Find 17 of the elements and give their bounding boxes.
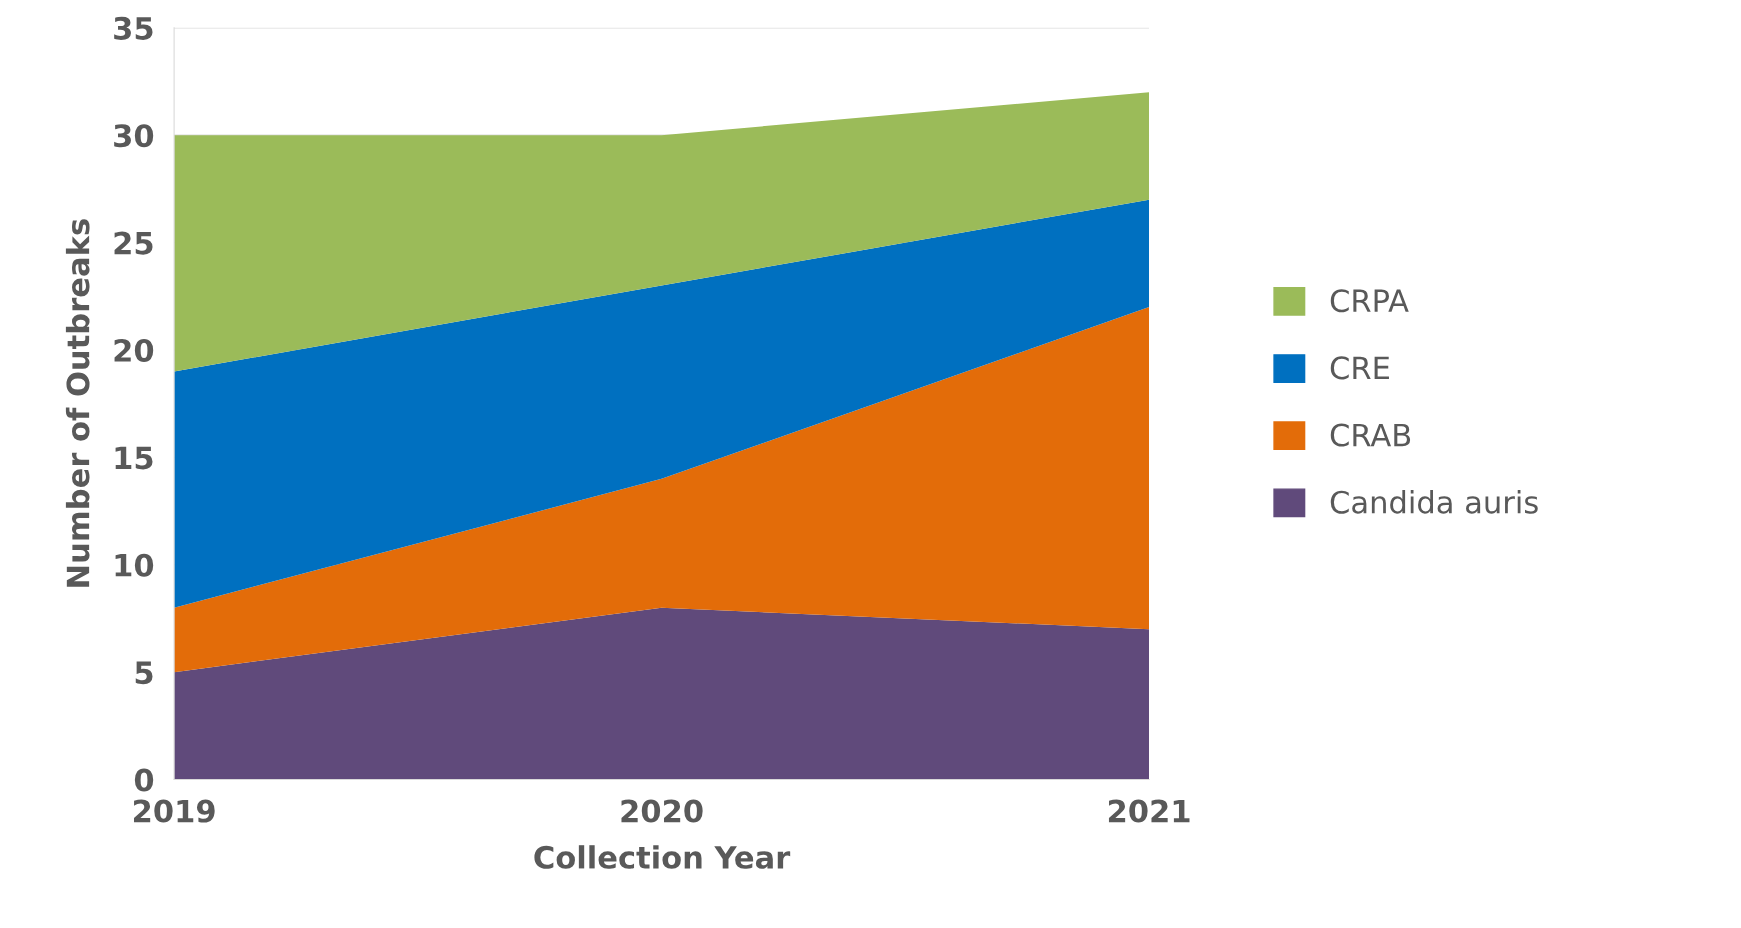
y-tick-label: 25	[114, 231, 153, 255]
y-tick-label: 20	[114, 338, 154, 363]
y-tick-label: 35	[114, 16, 153, 40]
y-tick-label: 30	[114, 124, 154, 148]
x-tick-label: 2021	[1108, 799, 1190, 823]
legend-label: Candida auris	[1330, 490, 1538, 514]
y-tick-label: 15	[115, 446, 153, 470]
y-tick-label: 10	[115, 553, 154, 577]
x-axis-title: Collection Year	[534, 845, 791, 869]
x-tick-label: 2019	[134, 799, 215, 823]
legend-label: CRE	[1330, 356, 1389, 380]
x-tick-label: 2020	[621, 799, 703, 823]
legend-label: CRAB	[1330, 423, 1411, 447]
y-tick-label: 5	[135, 661, 153, 685]
y-axis-title: Number of Outbreaks	[65, 219, 90, 587]
y-tick-label: 0	[134, 768, 154, 792]
legend-label: CRPA	[1330, 289, 1409, 313]
